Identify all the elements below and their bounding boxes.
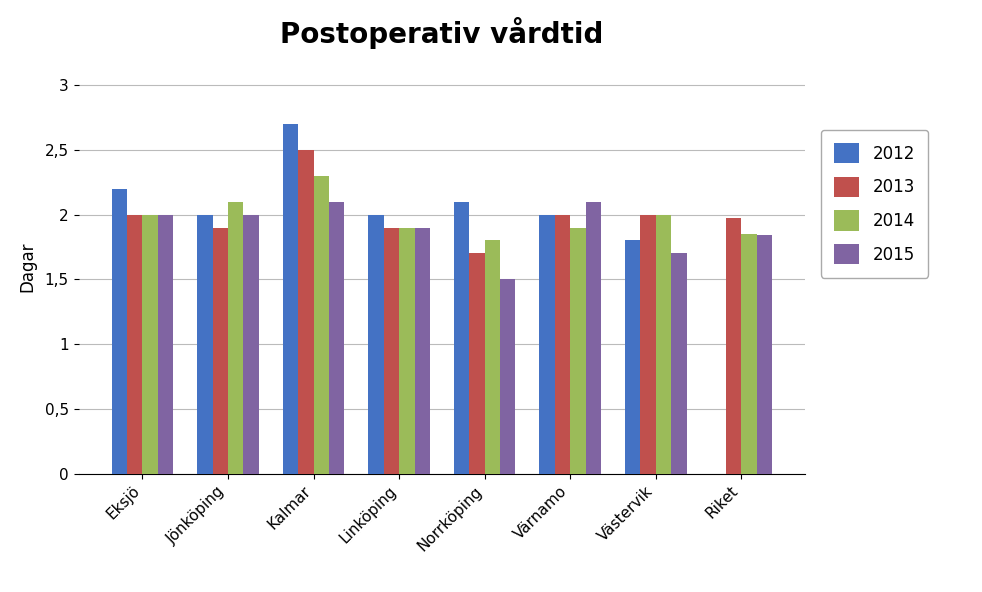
Bar: [212, 227, 228, 474]
Bar: [142, 214, 158, 474]
Bar: [283, 124, 299, 474]
Bar: [299, 150, 313, 474]
Bar: [625, 240, 640, 474]
Bar: [368, 214, 384, 474]
Bar: [399, 227, 414, 474]
Bar: [656, 214, 672, 474]
Legend: 2012, 2013, 2014, 2015: 2012, 2013, 2014, 2015: [821, 130, 928, 278]
Bar: [726, 218, 741, 474]
Bar: [454, 202, 469, 474]
Bar: [244, 214, 259, 474]
Bar: [555, 214, 571, 474]
Bar: [640, 214, 656, 474]
Bar: [414, 227, 430, 474]
Bar: [571, 227, 585, 474]
Bar: [485, 240, 500, 474]
Bar: [228, 202, 244, 474]
Bar: [469, 253, 485, 474]
Bar: [197, 214, 212, 474]
Bar: [585, 202, 601, 474]
Bar: [672, 253, 686, 474]
Bar: [500, 279, 516, 474]
Bar: [329, 202, 345, 474]
Bar: [313, 176, 329, 474]
Bar: [384, 227, 399, 474]
Bar: [741, 234, 757, 474]
Title: Postoperativ vårdtid: Postoperativ vårdtid: [280, 17, 604, 49]
Bar: [539, 214, 555, 474]
Bar: [158, 214, 173, 474]
Bar: [112, 189, 127, 474]
Bar: [127, 214, 142, 474]
Bar: [757, 235, 772, 474]
Y-axis label: Dagar: Dagar: [19, 241, 36, 292]
